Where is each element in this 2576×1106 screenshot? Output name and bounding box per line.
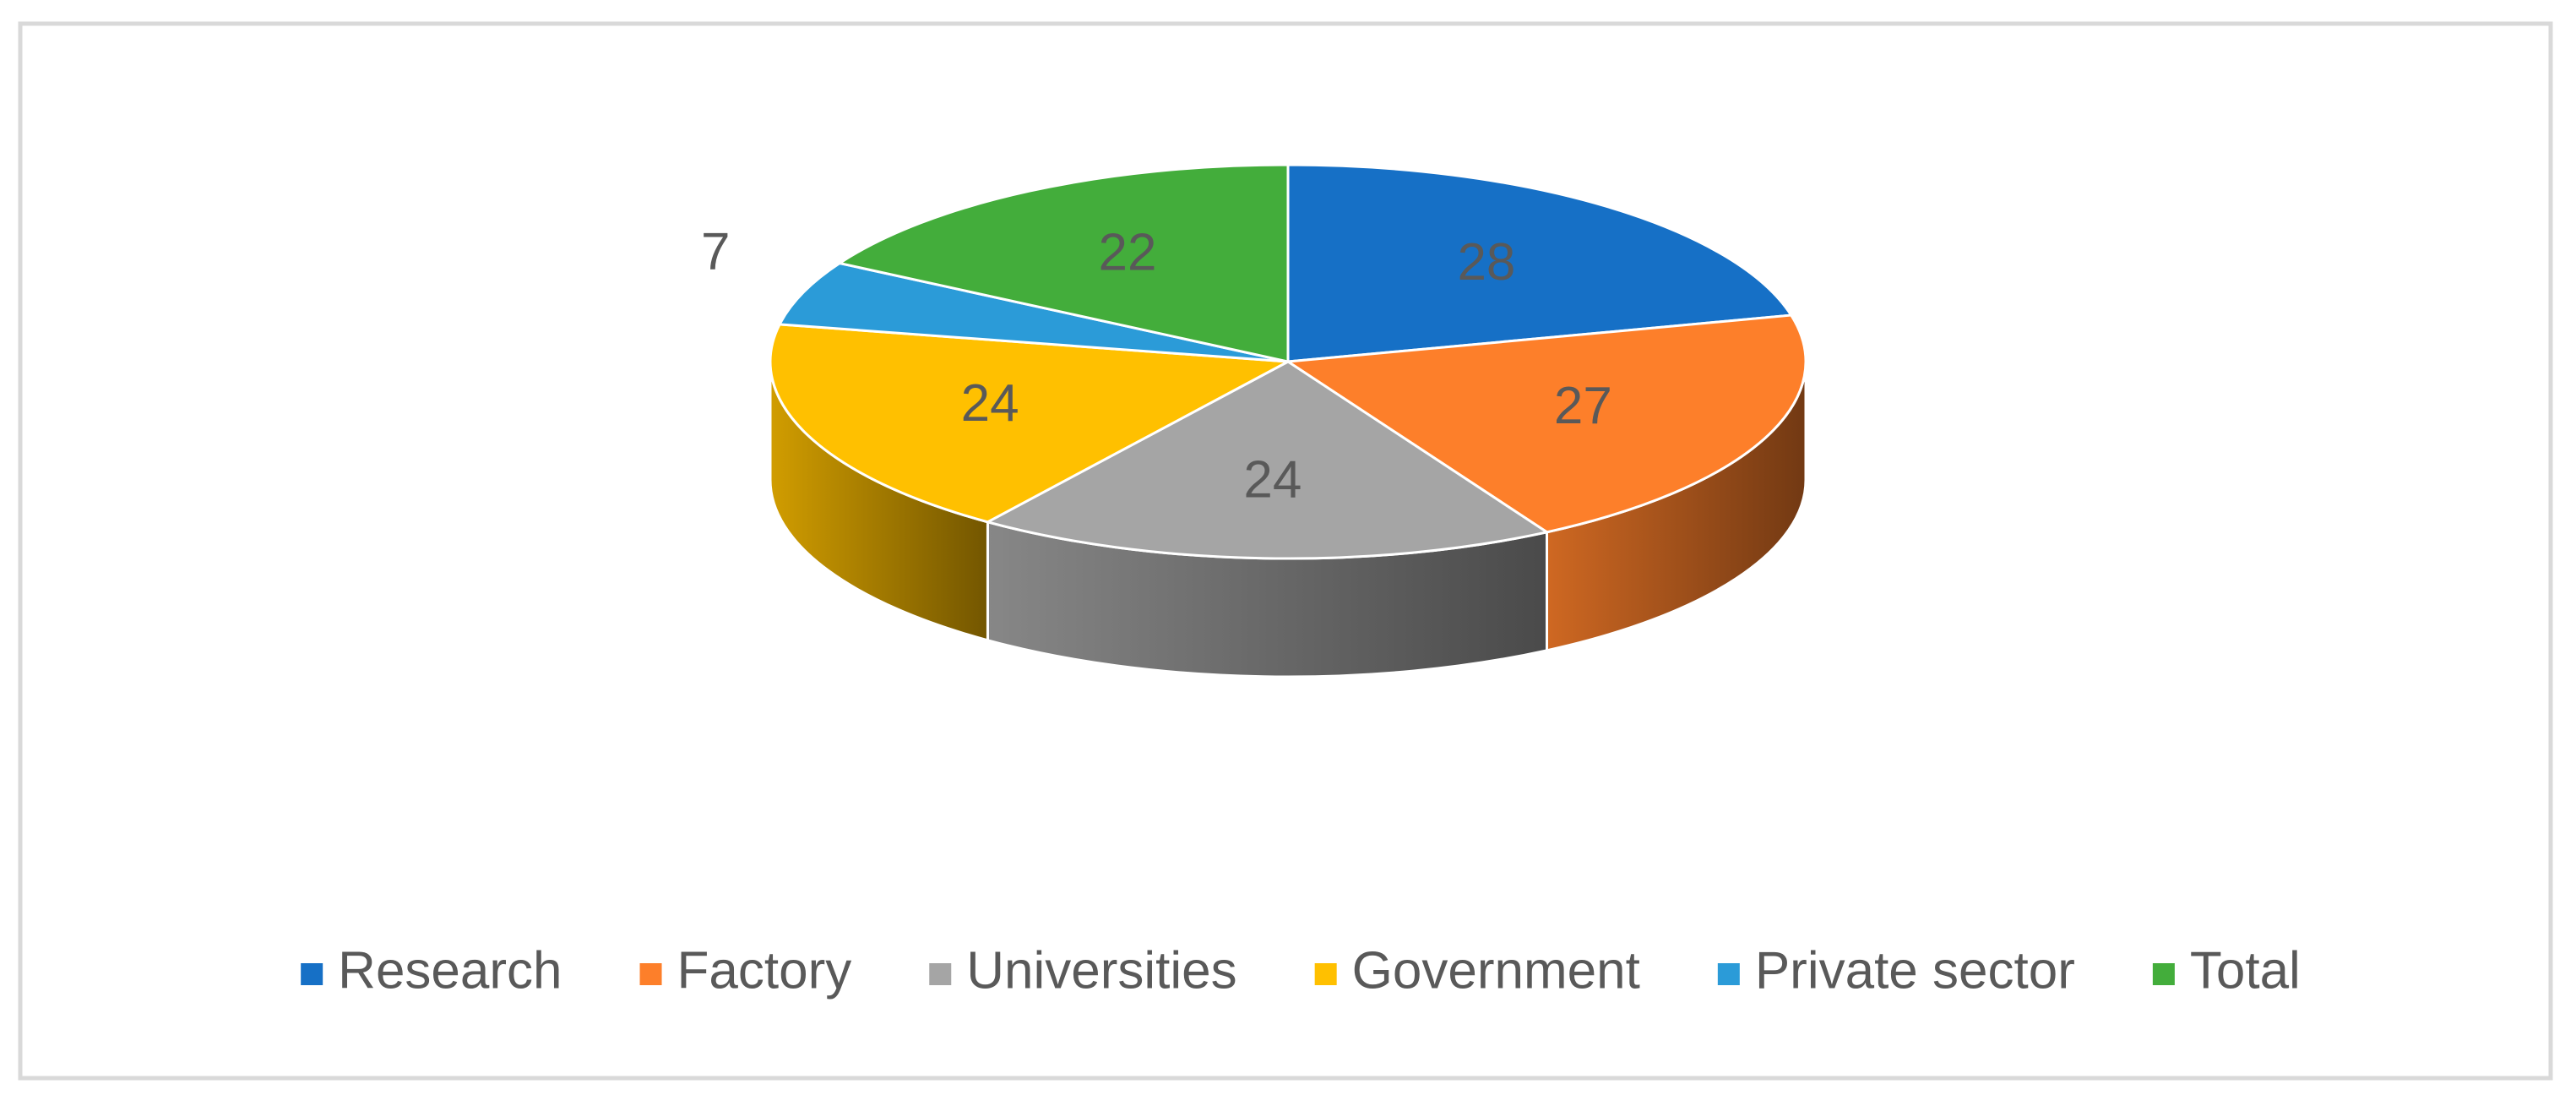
pie-tops	[769, 163, 1807, 560]
legend-marker	[1314, 963, 1337, 985]
legend-item: Research	[301, 941, 562, 1000]
legend-label: Universities	[966, 941, 1236, 1000]
legend-marker	[1717, 963, 1740, 985]
legend-marker	[639, 963, 662, 985]
legend-item: Total	[2152, 941, 2301, 1000]
slice-group	[777, 261, 1289, 363]
legend-label: Government	[1352, 941, 1640, 1000]
data-label: 24	[1243, 451, 1302, 509]
slice	[777, 261, 1289, 363]
data-label: 27	[1554, 377, 1612, 435]
legend-marker	[301, 963, 323, 985]
slice-group	[984, 360, 1551, 560]
slice	[769, 323, 1293, 524]
legend-item: Universities	[929, 941, 1237, 1000]
slice-group	[1286, 163, 1794, 363]
slice-group	[1284, 313, 1807, 534]
data-label: 22	[1098, 223, 1156, 281]
slice	[984, 360, 1551, 560]
slice	[1284, 313, 1807, 534]
legend-item: Private sector	[1717, 941, 2075, 1000]
slice	[836, 163, 1290, 363]
legend-label: Factory	[677, 941, 852, 1000]
slice-group	[769, 323, 1293, 524]
legend-label: Research	[338, 941, 562, 1000]
legend: Research Factory Universities Government Pri…	[301, 941, 2301, 1000]
legend-item: Government	[1314, 941, 1640, 1000]
legend-item: Factory	[639, 941, 852, 1000]
legend-marker	[2152, 963, 2175, 985]
slice	[1286, 163, 1794, 363]
data-label: 7	[701, 222, 730, 281]
slice-group	[836, 163, 1290, 363]
legend-marker	[929, 963, 952, 985]
data-label: 28	[1457, 233, 1515, 291]
legend-label: Private sector	[1755, 941, 2075, 1000]
legend-label: Total	[2190, 941, 2301, 1000]
data-label: 24	[961, 374, 1019, 433]
data-labels: 28 27 24 24 7 22	[701, 222, 1612, 509]
